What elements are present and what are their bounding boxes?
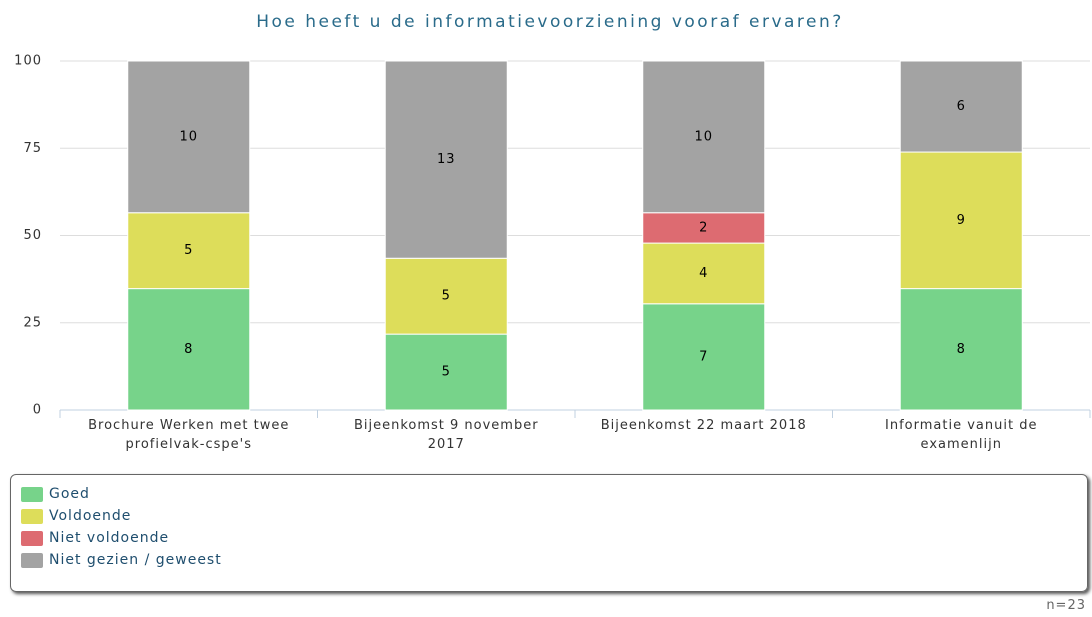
y-tick-label: 75 xyxy=(23,141,42,156)
legend-label: Goed xyxy=(49,486,90,502)
data-label: 7 xyxy=(699,349,708,364)
legend-swatch xyxy=(21,552,43,568)
x-tick-label: Bijeenkomst 22 maart 2018 xyxy=(600,418,807,433)
data-label: 9 xyxy=(957,213,966,228)
bar-segment xyxy=(384,333,508,411)
bar-segment xyxy=(642,303,766,411)
legend-swatch xyxy=(21,508,43,524)
y-tick-label: 25 xyxy=(23,315,42,330)
data-label: 2 xyxy=(699,220,708,235)
chart-title: Hoe heeft u de informatievoorziening voo… xyxy=(256,12,844,32)
legend-label: Voldoende xyxy=(49,508,132,524)
bar-segment xyxy=(642,60,766,214)
legend-label: Niet gezien / geweest xyxy=(49,552,222,568)
chart: Hoe heeft u de informatievoorziening voo… xyxy=(14,12,1091,418)
y-tick-label: 0 xyxy=(33,403,42,418)
legend-item: Niet voldoende xyxy=(21,527,1077,549)
legend: Goed Voldoende Niet voldoende Niet gezien /… xyxy=(10,474,1088,592)
legend-label: Niet voldoende xyxy=(49,530,170,546)
bar-segment xyxy=(127,288,251,411)
legend-item: Voldoende xyxy=(21,505,1077,527)
y-tick-label: 100 xyxy=(14,54,42,69)
x-tick-label: Informatie vanuit de examenlijn xyxy=(885,418,1038,452)
bar-segment xyxy=(899,60,1023,153)
data-label: 8 xyxy=(957,342,966,357)
y-tick-label: 50 xyxy=(23,228,42,243)
data-label: 10 xyxy=(179,129,198,144)
legend-swatch xyxy=(21,530,43,546)
x-tick-label: Brochure Werken met twee profielvak-cspe… xyxy=(88,418,290,452)
data-label: 13 xyxy=(437,152,456,167)
bar-segment xyxy=(642,242,766,305)
bar-segment xyxy=(899,151,1023,290)
data-label: 10 xyxy=(694,129,713,144)
x-tick-label: Bijeenkomst 9 november 2017 xyxy=(353,418,539,452)
bar-segment xyxy=(384,60,508,259)
data-label: 8 xyxy=(184,342,193,357)
data-label: 5 xyxy=(442,289,451,304)
bar-segment xyxy=(384,257,508,335)
data-label: 6 xyxy=(957,99,966,114)
data-label: 5 xyxy=(184,243,193,258)
legend-item: Niet gezien / geweest xyxy=(21,549,1077,571)
sample-size: n=23 xyxy=(1046,598,1086,613)
data-label: 4 xyxy=(699,266,708,281)
bar-segment xyxy=(127,212,251,290)
legend-swatch xyxy=(21,486,43,502)
legend-item: Goed xyxy=(21,483,1077,505)
bar-segment xyxy=(127,60,251,214)
data-label: 5 xyxy=(442,365,451,380)
bar-segment xyxy=(899,288,1023,411)
